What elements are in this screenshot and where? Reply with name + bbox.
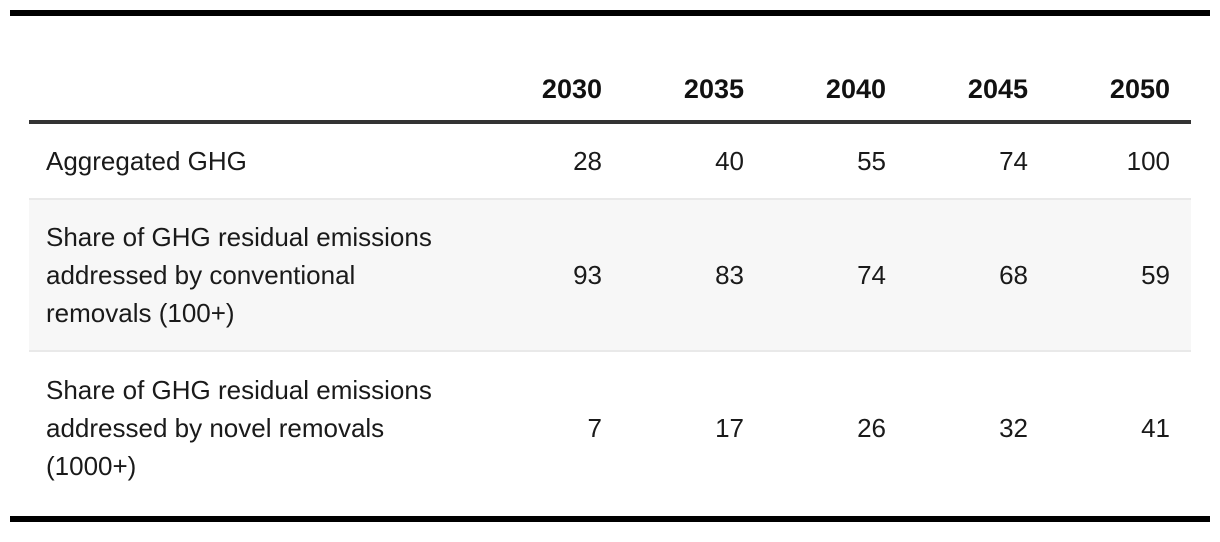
value-cell: 68 — [886, 199, 1028, 352]
table-row: Share of GHG residual emissions addresse… — [29, 351, 1191, 504]
value-cell: 59 — [1028, 199, 1191, 352]
corner-cell — [29, 16, 460, 124]
value-cell: 32 — [999, 413, 1028, 443]
value-cell: 17 — [715, 413, 744, 443]
value-cell: 40 — [602, 122, 744, 200]
value-cell: 55 — [744, 122, 886, 200]
value-cell: 26 — [857, 413, 886, 443]
value-cell: 83 — [602, 199, 744, 352]
table-row: Share of GHG residual emissions addresse… — [29, 199, 1191, 352]
table-frame: 2030 2035 2040 2045 2050 Aggregated GHG … — [10, 10, 1210, 522]
value-cell: 7 — [587, 413, 602, 443]
table-row: Aggregated GHG 28 40 55 74 100 — [29, 122, 1191, 200]
emissions-table: 2030 2035 2040 2045 2050 Aggregated GHG … — [29, 16, 1191, 504]
value-cell: 100 — [1028, 122, 1191, 200]
value-cell: 74 — [886, 122, 1028, 200]
header-row: 2030 2035 2040 2045 2050 — [29, 16, 1191, 124]
row-label: Share of GHG residual emissions addresse… — [46, 375, 432, 481]
column-header-2050: 2050 — [1028, 16, 1191, 124]
value-cell: 41 — [1141, 413, 1170, 443]
value-cell: 28 — [460, 122, 602, 200]
column-header-2040: 2040 — [744, 16, 886, 124]
column-header-2035: 2035 — [602, 16, 744, 124]
column-header-2045: 2045 — [886, 16, 1028, 124]
value-cell: 74 — [744, 199, 886, 352]
row-label: Aggregated GHG — [29, 122, 460, 200]
row-label: Share of GHG residual emissions addresse… — [29, 199, 460, 352]
value-cell: 93 — [460, 199, 602, 352]
column-header-2030: 2030 — [460, 16, 602, 124]
